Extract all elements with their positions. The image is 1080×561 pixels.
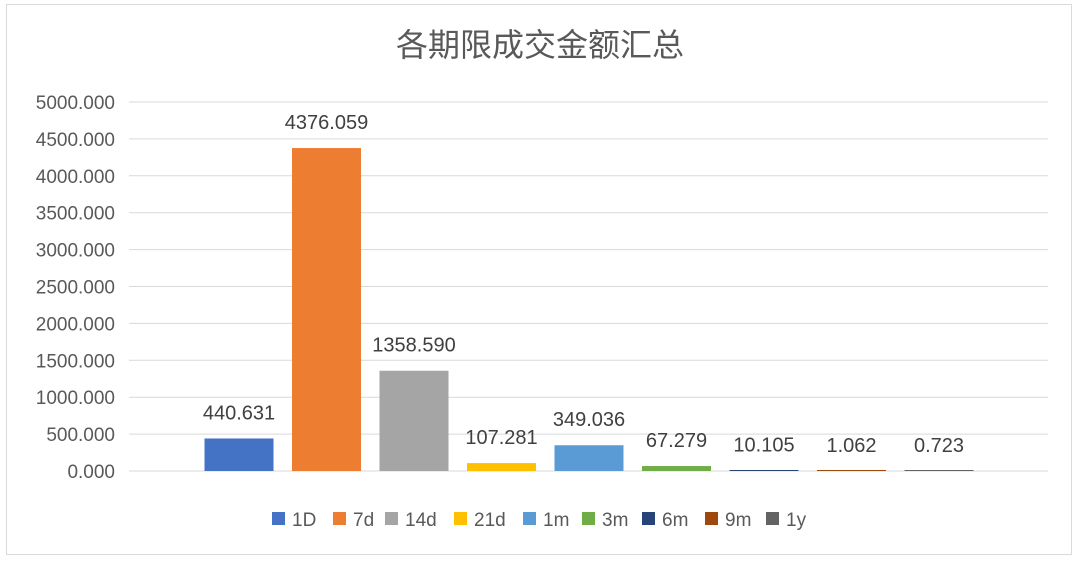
legend-swatch-1m	[523, 512, 536, 525]
bars	[204, 148, 974, 471]
bar-14d	[379, 370, 449, 471]
bar-7d	[292, 148, 361, 471]
gridlines	[129, 101, 1048, 472]
data-label-9m: 1.062	[826, 435, 876, 457]
y-tick-label: 1000.000	[36, 388, 115, 409]
y-tick-label: 4000.000	[36, 167, 115, 188]
legend-label-21d: 21d	[474, 510, 506, 531]
bar-9m	[817, 470, 886, 471]
legend-label-14d: 14d	[405, 510, 437, 531]
y-tick-label: 5000.000	[36, 93, 115, 114]
data-label-14d: 1358.590	[372, 335, 455, 357]
legend-swatch-6m	[642, 512, 655, 525]
data-label-1m: 349.036	[553, 409, 625, 431]
chart-frame	[6, 4, 1072, 555]
legend-swatch-1d	[272, 512, 285, 525]
legend-label-1m: 1m	[543, 510, 569, 531]
bar-3m	[642, 466, 711, 471]
bar-6m	[729, 470, 799, 471]
chart-title: 各期限成交金额汇总	[396, 26, 684, 64]
y-axis: 0.000 500.000 1000.000 1500.000 2000.000 2500…	[36, 93, 115, 483]
y-tick-label: 0.000	[67, 462, 115, 483]
bar-1m	[554, 445, 624, 471]
legend-swatch-9m	[705, 512, 718, 525]
legend-swatch-14d	[385, 512, 398, 525]
bar-1d	[204, 438, 274, 471]
y-tick-label: 1500.000	[36, 351, 115, 372]
y-tick-label: 2000.000	[36, 314, 115, 335]
legend-swatch-3m	[582, 512, 595, 525]
data-label-1d: 440.631	[203, 402, 275, 424]
legend-label-6m: 6m	[662, 510, 688, 531]
legend-swatch-1y	[766, 512, 779, 525]
legend-swatch-21d	[454, 512, 467, 525]
legend: 1D 7d 14d 21d 1m 3m 6m 9m 1y	[272, 510, 807, 531]
y-tick-label: 4500.000	[36, 130, 115, 151]
y-tick-label: 2500.000	[36, 278, 115, 299]
data-label-1y: 0.723	[914, 435, 964, 457]
legend-swatch-7d	[333, 512, 346, 525]
legend-label-7d: 7d	[353, 510, 374, 531]
legend-label-1y: 1y	[786, 510, 807, 531]
legend-label-1d: 1D	[292, 510, 316, 531]
data-label-7d: 4376.059	[285, 112, 368, 134]
legend-label-9m: 9m	[725, 510, 751, 531]
data-label-3m: 67.279	[646, 430, 707, 452]
y-tick-label: 500.000	[46, 425, 115, 446]
data-label-21d: 107.281	[465, 427, 537, 449]
legend-label-3m: 3m	[602, 510, 628, 531]
y-tick-label: 3500.000	[36, 204, 115, 225]
bar-21d	[467, 463, 536, 471]
data-labels: 440.631 4376.059 1358.590 107.281 349.036 67.…	[203, 112, 964, 457]
y-tick-label: 3000.000	[36, 241, 115, 262]
bar-1y	[904, 470, 974, 471]
data-label-6m: 10.105	[733, 434, 794, 456]
